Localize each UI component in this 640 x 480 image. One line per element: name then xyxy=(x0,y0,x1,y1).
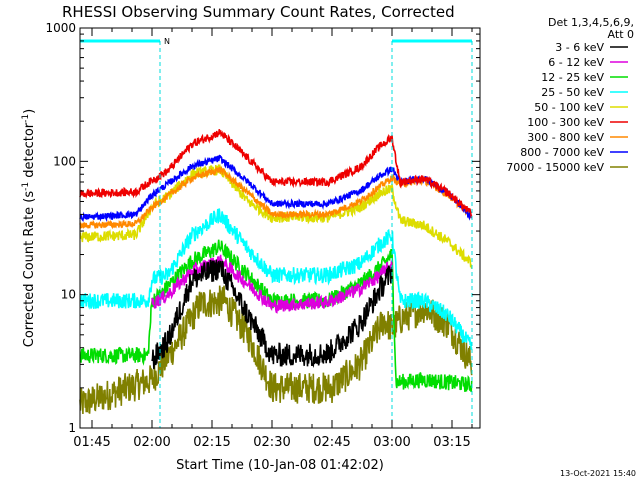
legend-header-line2: Att 0 xyxy=(608,28,634,41)
legend-label: 100 - 300 keV xyxy=(527,116,604,129)
legend-label: 50 - 100 keV xyxy=(534,101,604,114)
night-marker-label: N xyxy=(164,37,170,46)
footer-timestamp: 13-Oct-2021 15:40 xyxy=(560,469,636,478)
series-line xyxy=(79,154,473,223)
x-tick-label: 01:45 xyxy=(73,435,110,450)
plot-frame xyxy=(79,27,481,429)
legend-label: 300 - 800 keV xyxy=(527,131,604,144)
y-tick-label: 1 xyxy=(68,421,76,435)
plot-area: N xyxy=(79,37,473,428)
y-axis-label-mid: detector xyxy=(22,122,37,182)
y-tick-label: 1000 xyxy=(45,21,76,35)
x-tick-label: 03:00 xyxy=(373,435,410,450)
x-tick-label: 02:45 xyxy=(313,435,350,450)
legend-label: 25 - 50 keV xyxy=(541,86,604,99)
x-tick-label: 02:00 xyxy=(133,435,170,450)
y-tick-label: 10 xyxy=(61,288,76,302)
x-tick-label: 03:15 xyxy=(433,435,470,450)
series-line xyxy=(79,239,473,393)
y-axis-label: Corrected Count Rate (s-1 detector-1) xyxy=(21,109,37,347)
legend-label: 12 - 25 keV xyxy=(541,71,604,84)
legend-label: 3 - 6 keV xyxy=(555,41,604,54)
y-axis-label-main: Corrected Count Rate (s xyxy=(22,191,37,348)
legend-label: 7000 - 15000 keV xyxy=(506,161,604,174)
x-tick-label: 02:30 xyxy=(253,435,290,450)
series-line xyxy=(151,254,393,314)
chart-title: RHESSI Observing Summary Count Rates, Co… xyxy=(62,3,455,21)
y-axis: 1 10 100 1000 xyxy=(45,21,480,435)
y-axis-label-end: ) xyxy=(22,109,37,114)
series-line xyxy=(151,259,393,370)
legend: 3 - 6 keV 6 - 12 keV 12 - 25 keV 25 - 50 ke… xyxy=(506,41,628,174)
y-axis-label-sup1: -1 xyxy=(21,182,31,191)
x-tick-label: 02:15 xyxy=(193,435,230,450)
legend-label: 6 - 12 keV xyxy=(548,56,604,69)
series-line xyxy=(79,129,473,219)
y-tick-label: 100 xyxy=(53,154,76,168)
y-axis-label-sup2: -1 xyxy=(21,114,31,123)
x-axis: 01:45 02:00 02:15 02:30 02:45 03:00 03:15 xyxy=(73,28,473,450)
series-line xyxy=(79,208,473,350)
legend-header-line1: Det 1,3,4,5,6,9, xyxy=(548,16,634,29)
legend-label: 800 - 7000 keV xyxy=(520,146,604,159)
x-axis-label: Start Time (10-Jan-08 01:42:02) xyxy=(176,458,384,473)
